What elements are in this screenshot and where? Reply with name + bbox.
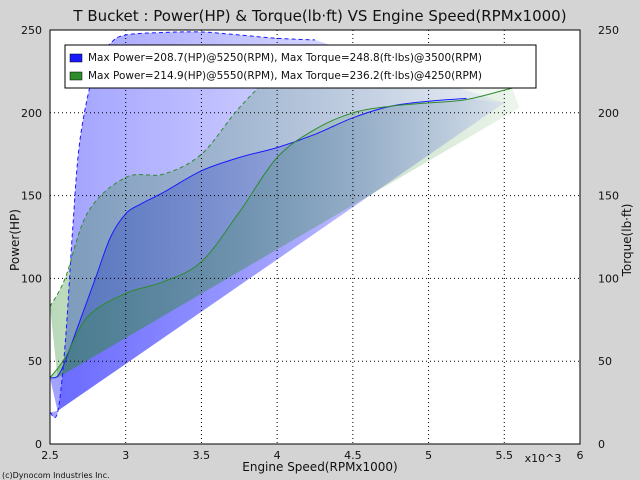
torque-line-1 [49, 31, 316, 419]
footer-copyright: (c)Dynocom Industries Inc. [2, 471, 110, 480]
y2-tick-label: 0 [598, 438, 605, 451]
y2-tick-label: 200 [598, 107, 619, 120]
y-tick-label: 100 [21, 272, 42, 285]
axis-ticks: 2.5 3 3.5 4 4.5 5 5.5 6 0 0 50 50 100 100 150 150 200 200… [21, 24, 619, 462]
x-tick-label: 4.5 [344, 449, 362, 462]
x-tick-label: 4 [274, 449, 281, 462]
x-tick-label: 2.5 [41, 449, 59, 462]
x-tick-label: 3 [122, 449, 129, 462]
y2-tick-label: 50 [598, 355, 612, 368]
x-axis-label: Engine Speed(RPMx1000) [242, 460, 398, 474]
legend: Max Power=208.7(HP)@5250(RPM), Max Torqu… [64, 44, 537, 89]
y-axis-label: Power(HP) [8, 209, 22, 271]
y-tick-label: 0 [35, 438, 42, 451]
y2-tick-label: 150 [598, 190, 619, 203]
y2-tick-label: 250 [598, 24, 619, 37]
power-line-2 [49, 87, 513, 379]
legend-swatch-1 [69, 53, 83, 63]
legend-swatch-2 [69, 71, 83, 81]
x-tick-label: 3.5 [193, 449, 211, 462]
y-tick-label: 150 [21, 190, 42, 203]
legend-entry-1: Max Power=208.7(HP)@5250(RPM), Max Torqu… [88, 52, 482, 64]
fill-power-2 [50, 88, 520, 378]
plot-frame [49, 29, 581, 445]
x-tick-label: 5 [425, 449, 432, 462]
legend-entry-2: Max Power=214.9(HP)@5550(RPM), Max Torqu… [88, 70, 482, 82]
chart-title: T Bucket : Power(HP) & Torque(lb·ft) VS … [72, 7, 566, 25]
x-tick-label: 5.5 [496, 449, 514, 462]
x-tick-label: 6 [577, 449, 584, 462]
power-line-1 [49, 97, 467, 379]
y-tick-label: 250 [21, 24, 42, 37]
y2-tick-label: 100 [598, 272, 619, 285]
y2-axis-label: Torque(lb·ft) [620, 204, 634, 278]
legend-box [64, 44, 537, 89]
grid [50, 30, 580, 444]
x-multiplier-label: x10^3 [525, 452, 562, 465]
y-tick-label: 200 [21, 107, 42, 120]
y-tick-label: 50 [28, 355, 42, 368]
